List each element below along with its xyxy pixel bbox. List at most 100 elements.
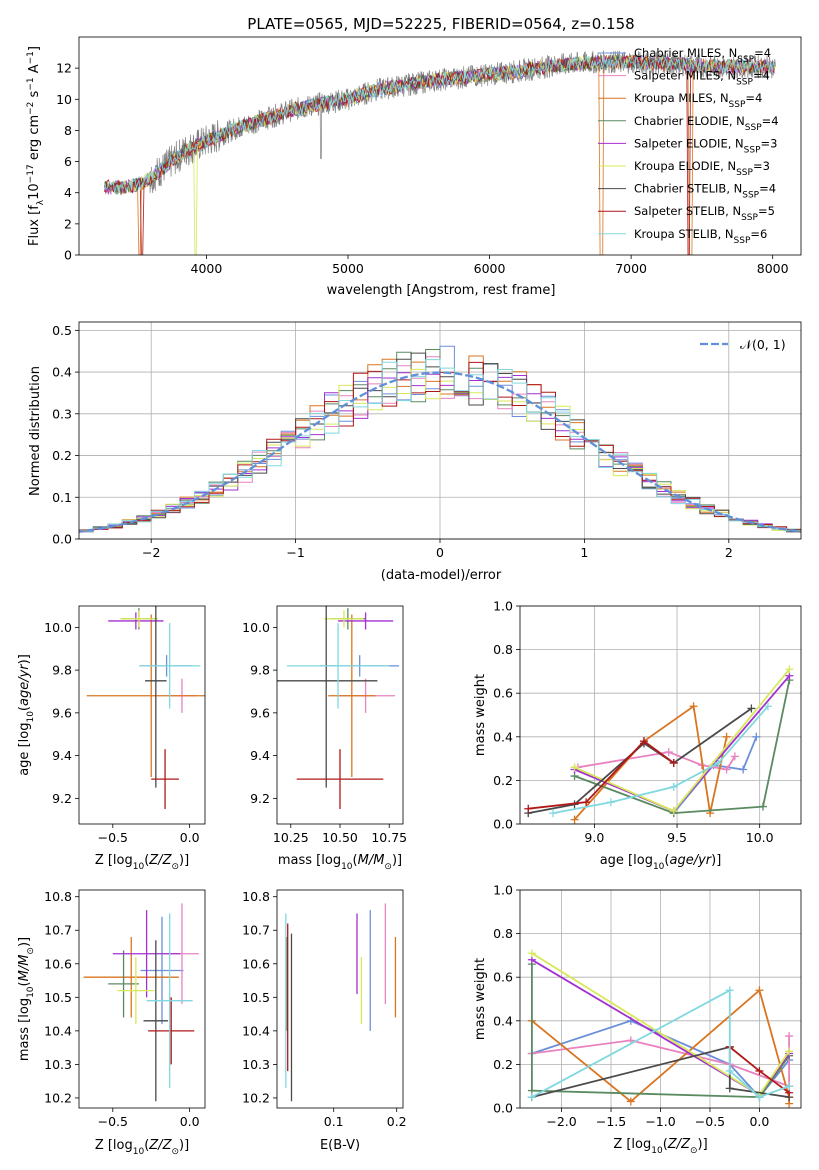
- y-axis-label: mass weight: [473, 674, 488, 756]
- plot-area: [79, 322, 801, 540]
- y-tick-label: 0.6: [493, 970, 513, 985]
- errorbar-kroupa-stelib: [138, 623, 201, 709]
- x-tick-label: 1: [580, 545, 588, 560]
- weight-line: [552, 705, 769, 814]
- axes-frame: [78, 36, 802, 256]
- x-axis-label: (data-model)/error: [381, 568, 502, 583]
- errorbar-chabrier-miles: [140, 916, 184, 1025]
- data-layer: [79, 345, 801, 534]
- x-tick-label: −2.0: [546, 1114, 576, 1129]
- age-vs-Z-panel: −0.5 0.0 9.2 9.4 9.6 9.8 10.0 Z [log10(Z/Z⊙)] ag…: [17, 605, 206, 872]
- weight-marker: [785, 1082, 794, 1091]
- x-tick-label: 6000: [474, 261, 506, 276]
- axes: 4000 5000 6000 7000 8000 0 2 4 6 8 10 12 wavelength …: [26, 36, 802, 298]
- weight-marker: [755, 986, 764, 995]
- y-tick-label: 0.4: [493, 1013, 513, 1028]
- y-tick-label: 8: [64, 123, 72, 138]
- y-axis-label: Normed distribution: [28, 366, 43, 496]
- y-tick-label: 10.6: [242, 956, 270, 971]
- axes: −0.5 0.0 10.2 10.3 10.4 10.5 10.6 10.7 10.8 Z [lo…: [17, 889, 206, 1157]
- weight-marker: [722, 765, 731, 774]
- y-tick-label: 9.8: [250, 663, 270, 678]
- y-tick-label: 10.3: [242, 1057, 270, 1072]
- axes-frame: [519, 605, 802, 825]
- mass-vs-Z-panel: −0.5 0.0 10.2 10.3 10.4 10.5 10.6 10.7 10.8 Z [lo…: [17, 889, 206, 1157]
- weight-marker: [725, 986, 734, 995]
- x-tick-label: 0.0: [180, 830, 200, 845]
- axes: 9.0 9.5 10.0 0.0 0.2 0.4 0.6 0.8 1.0 age [log10(a…: [473, 599, 802, 872]
- x-tick-label: −1.5: [596, 1114, 626, 1129]
- y-tick-label: 12: [56, 61, 72, 76]
- x-tick-label: 9.0: [584, 830, 604, 845]
- y-tick-label: 10: [56, 92, 72, 107]
- x-tick-label: −1: [286, 545, 304, 560]
- y-tick-label: 2: [64, 216, 72, 231]
- axes: 0.1 0.2 10.2 10.3 10.4 10.5 10.6 10.7 10.8 E(B-V): [242, 889, 406, 1153]
- figure-title: PLATE=0565, MJD=52225, FIBERID=0564, z=0…: [247, 15, 634, 33]
- axes: −0.5 0.0 9.2 9.4 9.6 9.8 10.0 Z [log10(Z/Z⊙)] ag…: [17, 605, 206, 872]
- weight-vs-age-panel: 9.0 9.5 10.0 0.0 0.2 0.4 0.6 0.8 1.0 age [log10(a…: [473, 599, 802, 872]
- y-tick-label: 9.6: [52, 705, 72, 720]
- weight-marker: [549, 809, 558, 818]
- weight-marker: [725, 1066, 734, 1075]
- data-layer: [527, 949, 794, 1108]
- y-tick-label: 9.4: [250, 748, 270, 763]
- errorbar-chabrier-stelib: [277, 606, 378, 788]
- weight-line: [574, 675, 791, 812]
- errorbar-chabrier-stelib: [143, 940, 169, 1102]
- weight-marker: [755, 1066, 764, 1075]
- legend-label: Kroupa MILES, NSSP=4: [634, 91, 762, 110]
- x-tick-label: −1.0: [645, 1114, 675, 1129]
- y-tick-label: 0.8: [493, 926, 513, 941]
- x-axis-label: wavelength [Angstrom, rest frame]: [327, 283, 556, 298]
- x-tick-label: 0.1: [324, 1114, 344, 1129]
- y-tick-label: 10.4: [44, 1023, 72, 1038]
- x-tick-label: 9.5: [667, 830, 687, 845]
- y-tick-label: 10.8: [44, 889, 72, 904]
- weight-series-chabrier-miles: [669, 732, 761, 818]
- errorbar-salpeter-stelib: [296, 749, 384, 810]
- errorbar-kroupa-elodie: [324, 610, 364, 628]
- weight-line: [528, 740, 675, 810]
- weight-marker: [755, 1093, 764, 1102]
- weight-marker: [669, 782, 678, 791]
- y-axis-label: age [log10(age/yr)]: [17, 654, 36, 776]
- data-layer: [83, 903, 199, 1102]
- weight-series-kroupa-stelib: [527, 986, 794, 1102]
- legend-label: Kroupa ELODIE, NSSP=3: [634, 159, 770, 178]
- model-line-kroupa-stelib: [104, 54, 776, 193]
- weight-marker: [689, 702, 698, 711]
- residual-legend: 𝒩(0, 1): [700, 337, 786, 352]
- x-tick-label: 0.2: [387, 1114, 407, 1129]
- axes: −2 −1 0 1 2 0.0 0.1 0.2 0.3 0.4 0.5 (data-model)/er…: [28, 321, 802, 583]
- weight-series-kroupa-stelib: [549, 702, 772, 818]
- y-tick-label: 0.4: [493, 729, 513, 744]
- y-tick-label: 10.3: [44, 1057, 72, 1072]
- y-tick-label: 0.3: [52, 406, 72, 421]
- data-layer: [524, 665, 794, 824]
- weight-marker: [725, 1084, 734, 1093]
- y-tick-label: 0.4: [52, 365, 72, 380]
- data-layer: [277, 606, 400, 810]
- legend-label: Chabrier STELIB, NSSP=4: [634, 182, 776, 201]
- axes-frame: [276, 889, 404, 1109]
- errorbar-kroupa-elodie: [120, 610, 158, 628]
- errorbar-kroupa-stelib: [146, 913, 193, 1088]
- axes: 10.25 10.50 10.75 9.2 9.4 9.6 9.8 10.0 mass [log…: [242, 605, 407, 872]
- y-tick-label: 10.6: [44, 956, 72, 971]
- age-vs-mass-panel: 10.25 10.50 10.75 9.2 9.4 9.6 9.8 10.0 mass [log…: [242, 605, 407, 872]
- weight-series-salpeter-stelib: [524, 737, 678, 813]
- y-tick-label: 10.5: [242, 990, 270, 1005]
- x-axis-label: Z [log10(Z/Z⊙)]: [95, 853, 189, 872]
- y-tick-label: 0.2: [493, 1057, 513, 1072]
- y-tick-label: 0.8: [493, 642, 513, 657]
- y-tick-label: 4: [64, 185, 72, 200]
- legend-label: 𝒩(0, 1): [740, 337, 786, 352]
- mass-vs-EBV-panel: 0.1 0.2 10.2 10.3 10.4 10.5 10.6 10.7 10.8 E(B-V): [242, 889, 406, 1153]
- x-tick-label: 10.75: [371, 830, 407, 845]
- normal-curve: [79, 371, 801, 533]
- y-tick-label: 10.7: [44, 923, 72, 938]
- x-tick-label: 0.0: [180, 1114, 200, 1129]
- weight-marker: [570, 763, 579, 772]
- y-tick-label: 0.0: [493, 1101, 513, 1116]
